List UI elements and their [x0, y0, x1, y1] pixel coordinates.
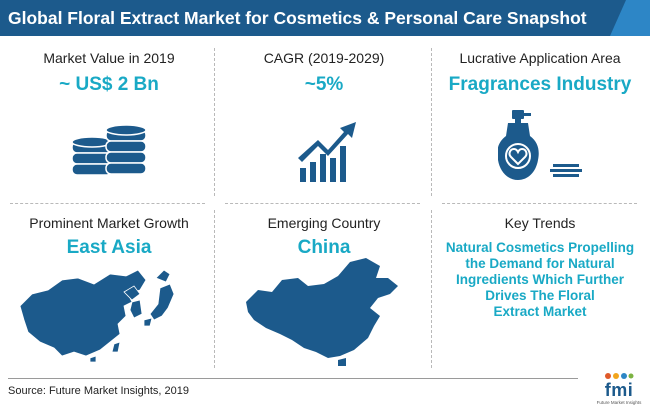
divider-horizontal-middle: [225, 203, 420, 204]
fmi-logo: fmi Future Market Insights: [592, 371, 646, 407]
coin-stack-icon: [71, 124, 147, 176]
divider-horizontal-right: [442, 203, 637, 204]
divider-vertical-top-right: [431, 48, 432, 196]
trend-line: Natural Cosmetics Propelling: [445, 240, 635, 255]
application-cell: Lucrative Application Area Fragrances In…: [435, 50, 645, 96]
growth-chart-icon: [298, 122, 356, 182]
divider-vertical-top-left: [214, 48, 215, 196]
logo-dots-icon: [605, 373, 634, 379]
trend-line: Ingredients Which Further: [455, 272, 624, 287]
logo-tagline: Future Market Insights: [596, 400, 642, 405]
divider-vertical-bottom-right: [431, 210, 432, 368]
market-value-value: ~ US$ 2 Bn: [59, 74, 159, 95]
cagr-value: ~5%: [304, 74, 344, 95]
header-bar: Global Floral Extract Market for Cosmeti…: [0, 0, 650, 36]
growth-cell: Prominent Market Growth East Asia: [4, 215, 214, 259]
country-cell: Emerging Country China: [219, 215, 429, 259]
cagr-label: CAGR (2019-2029): [263, 50, 385, 66]
divider-horizontal-left: [10, 203, 205, 204]
logo-name: fmi: [604, 380, 634, 400]
trends-text: Natural Cosmetics Propelling the Demand …: [435, 240, 645, 320]
cagr-cell: CAGR (2019-2029) ~5%: [219, 50, 429, 96]
source-note: Source: Future Market Insights, 2019: [8, 385, 189, 397]
trends-label: Key Trends: [504, 215, 576, 231]
trend-line: the Demand for Natural: [465, 256, 615, 271]
trend-line: Drives The Floral: [485, 288, 595, 303]
trend-line: Extract Market: [493, 304, 587, 319]
application-label: Lucrative Application Area: [459, 50, 621, 66]
header-accent-stripe: [610, 0, 650, 36]
page-title: Global Floral Extract Market for Cosmeti…: [8, 8, 587, 28]
market-value-cell: Market Value in 2019 ~ US$ 2 Bn: [4, 50, 214, 96]
east-asia-map-icon: [19, 269, 175, 363]
application-value: Fragrances Industry: [448, 74, 632, 95]
perfume-bottle-icon: [498, 110, 582, 180]
growth-value: East Asia: [66, 237, 152, 258]
country-label: Emerging Country: [267, 215, 381, 231]
divider-vertical-bottom-left: [214, 210, 215, 368]
growth-label: Prominent Market Growth: [29, 215, 189, 231]
china-map-icon: [246, 258, 398, 366]
footer-divider: [8, 378, 578, 379]
country-value: China: [297, 237, 351, 258]
market-value-label: Market Value in 2019: [43, 50, 175, 66]
trends-cell: Key Trends Natural Cosmetics Propelling …: [435, 215, 645, 320]
